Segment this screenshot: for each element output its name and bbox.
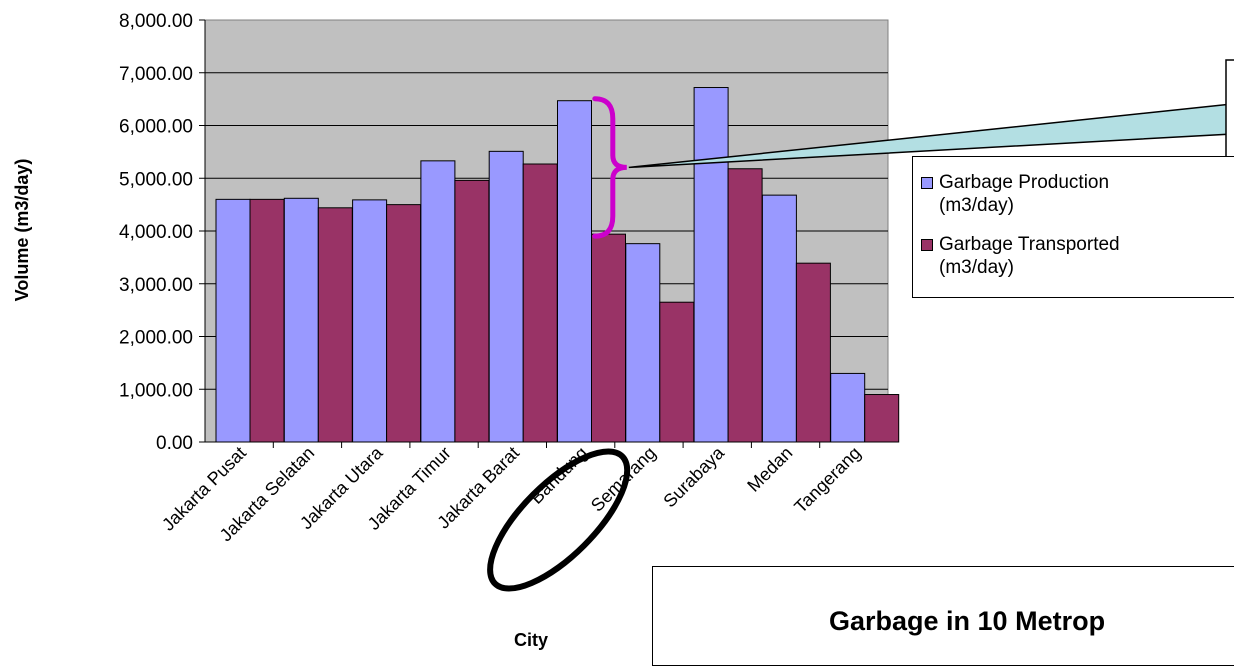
bar-transported xyxy=(249,198,285,443)
y-tick-label: 6,000.00 xyxy=(119,117,193,138)
y-tick-label: 5,000.00 xyxy=(119,169,193,190)
bar-production xyxy=(830,372,866,443)
bar-production xyxy=(693,87,729,443)
bar-production xyxy=(488,150,524,443)
legend-swatch-transported xyxy=(921,239,933,251)
y-tick-label: 1,000.00 xyxy=(119,380,193,401)
title-box: Garbage in 10 Metrop xyxy=(652,566,1234,666)
y-tick-label: 2,000.00 xyxy=(119,328,193,349)
y-tick-label: 7,000.00 xyxy=(119,64,193,85)
bar-production xyxy=(352,199,388,443)
x-tick-label: Medan xyxy=(743,443,796,496)
plot-area: 0.00 1,000.00 2,000.00 3,000.00 4,000.00 5,00… xyxy=(119,11,900,545)
bar-production xyxy=(625,243,661,443)
bar-transported xyxy=(317,207,353,443)
legend-swatch-production xyxy=(921,177,933,189)
y-axis-title: Volume (m3/day) xyxy=(12,159,32,302)
bar-production xyxy=(420,160,456,443)
y-tick-label: 8,000.00 xyxy=(119,11,193,32)
bar-transported xyxy=(591,233,626,443)
bar-transported xyxy=(386,204,422,443)
bar-transported xyxy=(727,168,763,443)
bar-production xyxy=(283,197,319,443)
legend: Garbage Production (m3/day) Garbage Tran… xyxy=(912,156,1234,298)
bar-transported xyxy=(864,394,900,443)
x-tick-label: Surabaya xyxy=(659,442,728,511)
callout-box xyxy=(1225,59,1234,181)
bar-transported xyxy=(795,262,831,443)
bar-transported xyxy=(522,163,558,443)
bar-transported xyxy=(454,179,490,443)
bar-transported xyxy=(659,301,695,443)
x-axis-title: City xyxy=(514,630,548,650)
y-tick-label: 0.00 xyxy=(156,433,193,454)
bar-production xyxy=(215,198,251,443)
y-tick-label: 4,000.00 xyxy=(119,222,193,243)
x-tick-label: Tangerang xyxy=(790,443,864,517)
legend-label-production: Garbage Production (m3/day) xyxy=(939,172,1110,216)
legend-label-transported: Garbage Transported (m3/day) xyxy=(939,234,1120,278)
highlight-ellipse xyxy=(487,448,631,592)
gap-brace xyxy=(592,96,627,239)
chart-title: Garbage in 10 Metrop xyxy=(829,606,1106,636)
y-tick-label: 3,000.00 xyxy=(119,275,193,296)
bar-production xyxy=(761,194,797,443)
bar-production xyxy=(557,100,592,443)
